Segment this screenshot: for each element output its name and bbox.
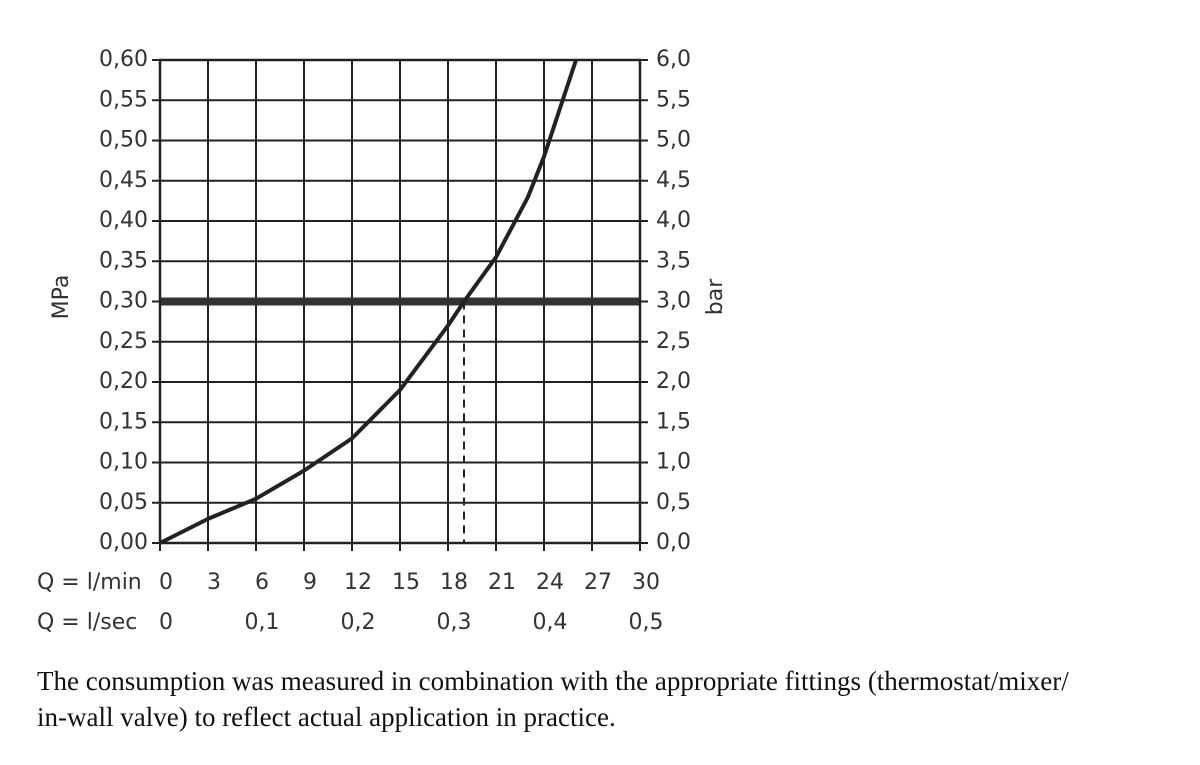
x-tick-label: 24 — [536, 570, 564, 595]
y-tick-label: 0,20 — [99, 369, 148, 394]
y2-tick-label: 1,0 — [656, 450, 691, 475]
y-tick-label: 0,40 — [99, 208, 148, 233]
x-tick-label: 6 — [255, 570, 269, 595]
y2-tick-label: 5,5 — [656, 87, 691, 112]
y-tick-label: 0,30 — [99, 289, 148, 314]
x2-tick-label: 0,4 — [533, 610, 568, 635]
y2-tick-label: 3,0 — [656, 289, 691, 314]
x-axis-label: Q = l/min — [37, 570, 142, 595]
y2-tick-label: 3,5 — [656, 248, 691, 273]
x-tick-label: 0 — [159, 570, 173, 595]
caption-line: in-wall valve) to reflect actual applica… — [37, 702, 616, 732]
x2-tick-label: 0 — [159, 610, 173, 635]
caption-line: The consumption was measured in combinat… — [37, 666, 1069, 696]
x-tick-label: 18 — [440, 570, 468, 595]
y2-tick-label: 2,0 — [656, 369, 691, 394]
y-tick-label: 0,05 — [99, 490, 148, 515]
y2-tick-label: 4,5 — [656, 168, 691, 193]
y2-tick-label: 4,0 — [656, 208, 691, 233]
y-tick-label: 0,45 — [99, 168, 148, 193]
y2-tick-label: 2,5 — [656, 329, 691, 354]
plot-frame — [158, 58, 642, 545]
curve — [159, 59, 578, 545]
y-tick-label: 0,10 — [99, 450, 148, 475]
x-tick-label: 3 — [207, 570, 221, 595]
x-tick-label: 9 — [303, 570, 317, 595]
x2-tick-label: 0,5 — [629, 610, 664, 635]
y2-tick-label: 0,5 — [656, 490, 691, 515]
y-tick-label: 0,55 — [99, 87, 148, 112]
y2-tick-label: 0,0 — [656, 530, 691, 555]
x-tick-label: 30 — [632, 570, 660, 595]
x-tick-label: 15 — [392, 570, 420, 595]
y2-tick-label: 1,5 — [656, 409, 691, 434]
x2-axis-label: Q = l/sec — [37, 610, 137, 635]
y-tick-label: 0,00 — [99, 530, 148, 555]
x-tick-label: 21 — [488, 570, 516, 595]
y-tick-label: 0,50 — [99, 128, 148, 153]
x-tick-label: 12 — [344, 570, 372, 595]
x2-tick-label: 0,1 — [245, 610, 280, 635]
x2-tick-label: 0,2 — [341, 610, 376, 635]
y2-tick-label: 6,0 — [656, 47, 691, 72]
y-tick-label: 0,35 — [99, 248, 148, 273]
y-tick-label: 0,60 — [99, 47, 148, 72]
y-tick-label: 0,15 — [99, 409, 148, 434]
y-axis-label: MPa — [49, 275, 74, 320]
y-tick-label: 0,25 — [99, 329, 148, 354]
y2-tick-label: 5,0 — [656, 128, 691, 153]
y2-axis-label: bar — [703, 278, 728, 315]
x2-tick-label: 0,3 — [437, 610, 472, 635]
x-tick-label: 27 — [584, 570, 612, 595]
